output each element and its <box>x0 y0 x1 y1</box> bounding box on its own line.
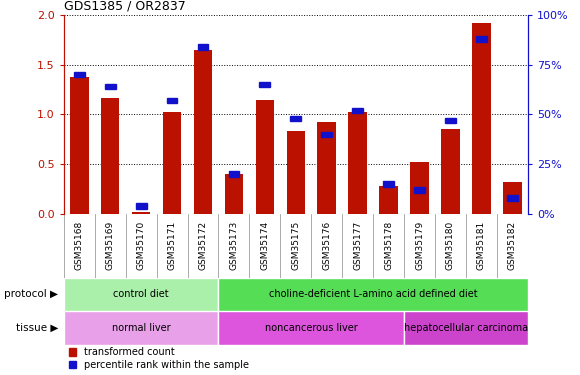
Text: protocol ▶: protocol ▶ <box>4 290 58 299</box>
Text: choline-deficient L-amino acid defined diet: choline-deficient L-amino acid defined d… <box>269 290 477 299</box>
Bar <box>349 112 367 214</box>
Text: GSM35168: GSM35168 <box>75 221 84 270</box>
Text: GSM35173: GSM35173 <box>230 221 238 270</box>
Bar <box>445 118 456 123</box>
Text: hepatocellular carcinoma: hepatocellular carcinoma <box>404 323 528 333</box>
Text: GSM35182: GSM35182 <box>508 221 517 270</box>
Bar <box>287 131 305 214</box>
Bar <box>198 44 208 50</box>
Bar <box>321 132 332 137</box>
Bar <box>404 311 528 345</box>
Bar <box>410 162 429 214</box>
Bar <box>132 212 150 214</box>
Bar <box>194 50 212 214</box>
Bar <box>503 182 521 214</box>
Text: normal liver: normal liver <box>112 323 171 333</box>
Bar <box>383 181 394 187</box>
Text: GDS1385 / OR2837: GDS1385 / OR2837 <box>64 0 186 12</box>
Text: GSM35180: GSM35180 <box>446 221 455 270</box>
Bar <box>259 82 270 87</box>
Text: GSM35170: GSM35170 <box>137 221 146 270</box>
Text: GSM35176: GSM35176 <box>322 221 331 270</box>
Bar <box>219 311 404 345</box>
Bar <box>256 100 274 214</box>
Text: GSM35179: GSM35179 <box>415 221 424 270</box>
Bar <box>224 174 243 214</box>
Bar <box>101 99 119 214</box>
Bar <box>476 36 487 42</box>
Bar <box>74 72 85 77</box>
Bar <box>472 23 491 214</box>
Bar <box>317 122 336 214</box>
Bar <box>166 98 177 103</box>
Text: GSM35177: GSM35177 <box>353 221 362 270</box>
Text: tissue ▶: tissue ▶ <box>16 323 58 333</box>
Bar <box>441 129 460 214</box>
Bar <box>70 76 89 214</box>
Text: GSM35172: GSM35172 <box>198 221 208 270</box>
Bar <box>64 311 219 345</box>
Text: GSM35178: GSM35178 <box>384 221 393 270</box>
Bar <box>379 186 398 214</box>
Bar <box>291 116 301 121</box>
Bar <box>163 112 182 214</box>
Bar <box>414 187 425 193</box>
Text: GSM35174: GSM35174 <box>260 221 269 270</box>
Bar <box>507 195 518 201</box>
Text: GSM35169: GSM35169 <box>106 221 115 270</box>
Bar <box>105 84 115 89</box>
Legend: transformed count, percentile rank within the sample: transformed count, percentile rank withi… <box>68 347 249 370</box>
Text: GSM35175: GSM35175 <box>291 221 300 270</box>
Text: control diet: control diet <box>113 290 169 299</box>
Text: GSM35171: GSM35171 <box>168 221 176 270</box>
Text: noncancerous liver: noncancerous liver <box>265 323 358 333</box>
Bar <box>229 171 240 177</box>
Bar <box>64 278 219 311</box>
Text: GSM35181: GSM35181 <box>477 221 486 270</box>
Bar <box>352 108 363 113</box>
Bar <box>136 203 147 208</box>
Bar <box>219 278 528 311</box>
